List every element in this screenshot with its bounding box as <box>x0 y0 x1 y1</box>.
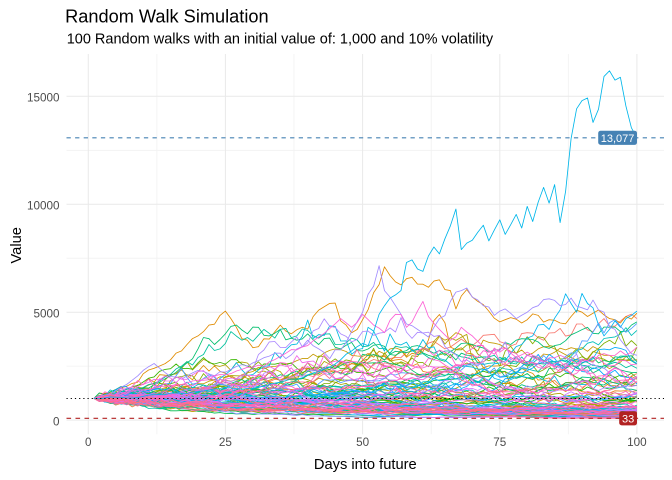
svg-text:15000: 15000 <box>27 92 60 105</box>
svg-text:25: 25 <box>219 436 233 449</box>
svg-text:Value: Value <box>9 227 25 263</box>
svg-text:50: 50 <box>356 436 370 449</box>
svg-text:75: 75 <box>493 436 507 449</box>
svg-text:13,077: 13,077 <box>601 133 635 145</box>
svg-text:0: 0 <box>53 415 60 428</box>
svg-text:5000: 5000 <box>33 308 60 321</box>
svg-text:100 Random walks with an initi: 100 Random walks with an initial value o… <box>67 31 494 47</box>
svg-text:100: 100 <box>627 436 647 449</box>
svg-text:33: 33 <box>622 413 634 425</box>
svg-text:0: 0 <box>85 436 92 449</box>
svg-text:10000: 10000 <box>27 200 60 213</box>
svg-text:Random Walk Simulation: Random Walk Simulation <box>65 6 269 26</box>
svg-text:Days into future: Days into future <box>314 457 417 473</box>
